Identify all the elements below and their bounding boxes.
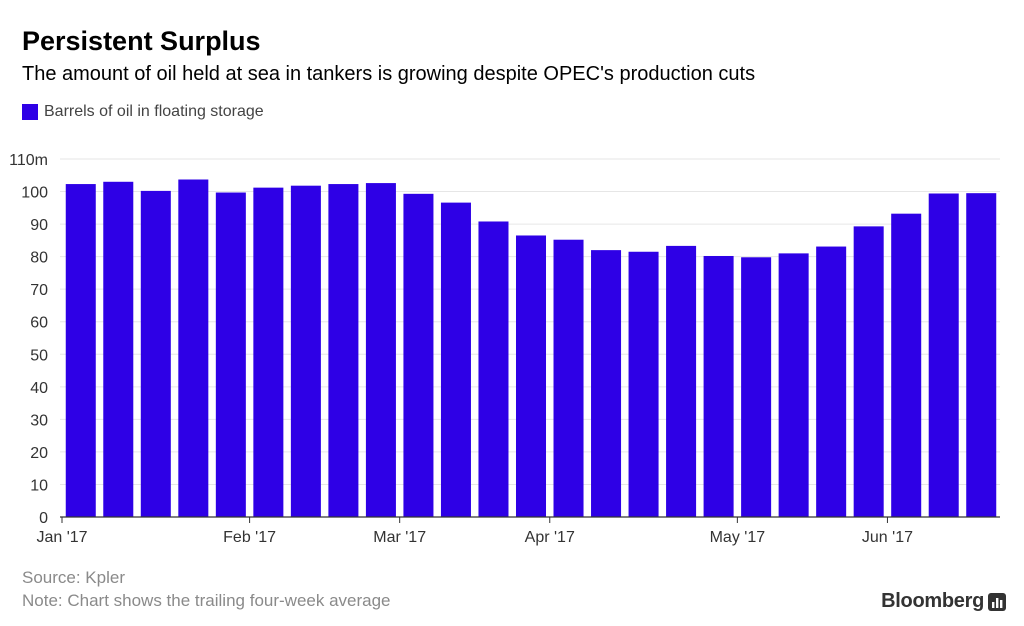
x-tick-label: Feb '17	[223, 529, 276, 546]
chart-title: Persistent Surplus	[22, 26, 261, 56]
bar	[853, 226, 884, 518]
bar	[553, 239, 584, 518]
y-tick-label: 30	[30, 412, 48, 429]
bar	[403, 193, 434, 517]
bar	[65, 184, 96, 517]
x-tick-label: May '17	[710, 529, 766, 546]
source-note: Source: Kpler	[22, 568, 125, 587]
chart-note: Note: Chart shows the trailing four-week…	[22, 591, 391, 610]
bar	[328, 184, 359, 517]
y-tick-label: 110m	[9, 152, 48, 169]
x-tick-label: Jun '17	[862, 529, 913, 546]
brand-name: Bloomberg	[881, 590, 984, 612]
legend-label: Barrels of oil in floating storage	[44, 103, 264, 120]
bar	[515, 235, 547, 517]
y-tick-label: 90	[30, 217, 48, 234]
bar-chart: 0 10 20 30 40 50 60 70 80 90 100 110m Jan '17 Feb '17…	[9, 152, 1000, 546]
legend: Barrels of oil in floating storage	[22, 103, 264, 121]
bar	[253, 187, 284, 517]
x-tick-label: Jan '17	[36, 529, 87, 546]
bar	[478, 221, 509, 517]
bar	[928, 193, 959, 518]
bar	[741, 257, 772, 517]
x-tick-label: Apr '17	[525, 529, 575, 546]
legend-swatch	[22, 104, 38, 120]
bar	[816, 246, 847, 517]
bar	[778, 253, 809, 517]
y-tick-label: 60	[30, 315, 48, 332]
bar	[290, 185, 321, 518]
bar	[215, 192, 246, 517]
y-tick-label: 70	[30, 282, 48, 299]
chart-subtitle: The amount of oil held at sea in tankers…	[22, 63, 756, 85]
y-tick-label: 0	[39, 510, 48, 527]
bar	[103, 181, 134, 518]
bloomberg-logo: Bloomberg	[881, 590, 1006, 613]
y-tick-label: 80	[30, 250, 48, 267]
y-tick-label: 50	[30, 347, 48, 364]
y-tick-label: 20	[30, 445, 48, 462]
bar	[703, 255, 734, 517]
bar	[591, 250, 622, 518]
bar	[666, 245, 697, 517]
bloomberg-chart-icon	[988, 592, 1006, 611]
bar	[178, 179, 209, 517]
bar	[966, 193, 997, 517]
y-tick-label: 100	[21, 185, 48, 202]
y-tick-label: 40	[30, 380, 48, 397]
bar	[365, 183, 396, 518]
bar	[440, 202, 471, 518]
bar	[891, 213, 922, 517]
x-tick-label: Mar '17	[373, 529, 426, 546]
y-tick-label: 10	[30, 477, 48, 494]
bar	[628, 251, 659, 517]
bar	[140, 190, 171, 518]
